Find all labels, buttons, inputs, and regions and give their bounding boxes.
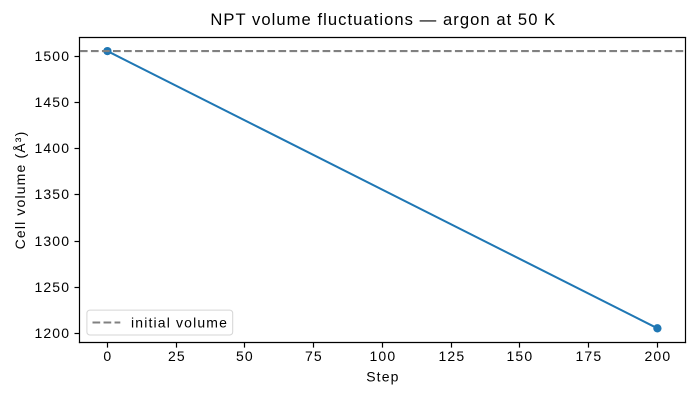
svg-text:75: 75: [305, 348, 323, 364]
svg-text:100: 100: [369, 348, 396, 364]
svg-text:1250: 1250: [34, 279, 70, 295]
svg-text:NPT volume fluctuations — argo: NPT volume fluctuations — argon at 50 K: [210, 10, 556, 29]
svg-text:1500: 1500: [34, 48, 70, 64]
svg-text:25: 25: [168, 348, 186, 364]
svg-text:initial volume: initial volume: [131, 315, 228, 331]
svg-text:1400: 1400: [34, 140, 70, 156]
svg-text:1200: 1200: [34, 325, 70, 341]
svg-text:1350: 1350: [34, 186, 70, 202]
svg-text:1450: 1450: [34, 94, 70, 110]
svg-text:125: 125: [438, 348, 465, 364]
svg-text:200: 200: [644, 348, 671, 364]
svg-text:50: 50: [236, 348, 254, 364]
svg-text:0: 0: [103, 348, 112, 364]
svg-text:1300: 1300: [34, 233, 70, 249]
svg-text:150: 150: [506, 348, 533, 364]
svg-text:175: 175: [575, 348, 602, 364]
svg-text:Cell volume (Å³): Cell volume (Å³): [12, 131, 28, 250]
svg-text:Step: Step: [366, 369, 399, 385]
